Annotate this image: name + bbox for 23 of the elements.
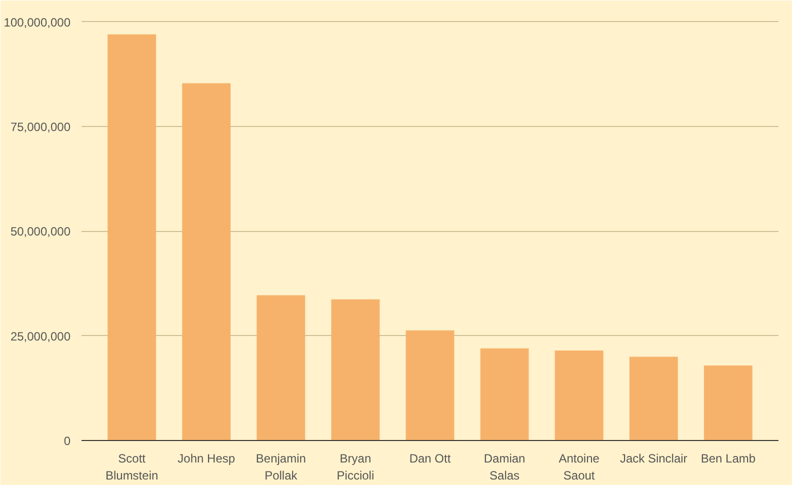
bar xyxy=(480,348,529,440)
bar xyxy=(331,299,380,440)
x-tick-label: Scott Blumstein xyxy=(105,452,158,482)
x-tick-label: Antoine Saout xyxy=(558,452,600,482)
bar xyxy=(704,366,752,440)
y-tick-label: 100,000,000 xyxy=(4,15,71,30)
bar xyxy=(406,330,454,440)
bar xyxy=(256,295,306,440)
x-tick-label: Dan Ott xyxy=(409,452,452,466)
y-tick-label: 75,000,000 xyxy=(10,120,71,134)
y-tick-label: 50,000,000 xyxy=(10,224,71,239)
x-tick-label: Jack Sinclair xyxy=(620,452,688,466)
x-tick-label: John Hesp xyxy=(178,452,236,466)
x-tick-label: Ben Lamb xyxy=(700,452,756,466)
bar xyxy=(182,83,231,440)
y-tick-label: 0 xyxy=(64,434,71,448)
x-tick-label: Bryan Piccioli xyxy=(336,452,374,482)
bar xyxy=(629,356,678,440)
x-tick-label: Damian Salas xyxy=(484,452,526,482)
bar xyxy=(108,34,156,440)
bar xyxy=(554,350,604,440)
y-tick-label: 25,000,000 xyxy=(10,329,71,344)
x-tick-label: Benjamin Pollak xyxy=(256,452,306,482)
